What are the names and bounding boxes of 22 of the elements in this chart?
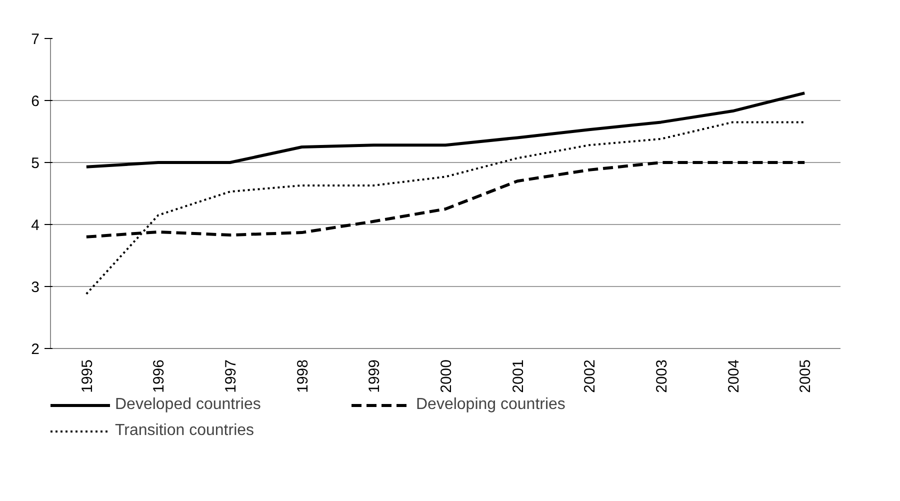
- x-tick-label: 1999: [366, 359, 384, 393]
- x-tick-label: 2001: [510, 359, 527, 393]
- y-tick-label: 5: [31, 155, 40, 172]
- x-tick-label: 2005: [797, 359, 814, 393]
- y-tick-label: 3: [31, 279, 40, 296]
- x-tick-label: 2002: [582, 359, 599, 393]
- x-tick-label: 2003: [653, 359, 670, 393]
- x-tick-label: 1997: [222, 359, 240, 393]
- x-tick-label: 1995: [78, 359, 96, 393]
- x-tick-label: 1996: [150, 359, 168, 393]
- x-tick-label: 1998: [294, 359, 312, 393]
- y-tick-label: 2: [31, 341, 40, 358]
- x-tick-label: 2000: [438, 359, 455, 393]
- legend-label: Developed countries: [115, 396, 262, 414]
- line-series: [84, 92, 806, 168]
- legend-label: Developing countries: [416, 396, 566, 414]
- y-tick-label: 4: [31, 217, 40, 234]
- y-tick-label: 6: [31, 93, 40, 110]
- x-tick-label: 2004: [725, 359, 742, 393]
- legend-label: Transition countries: [115, 422, 256, 440]
- line-series: [85, 121, 806, 295]
- y-tick-label: 7: [31, 31, 40, 48]
